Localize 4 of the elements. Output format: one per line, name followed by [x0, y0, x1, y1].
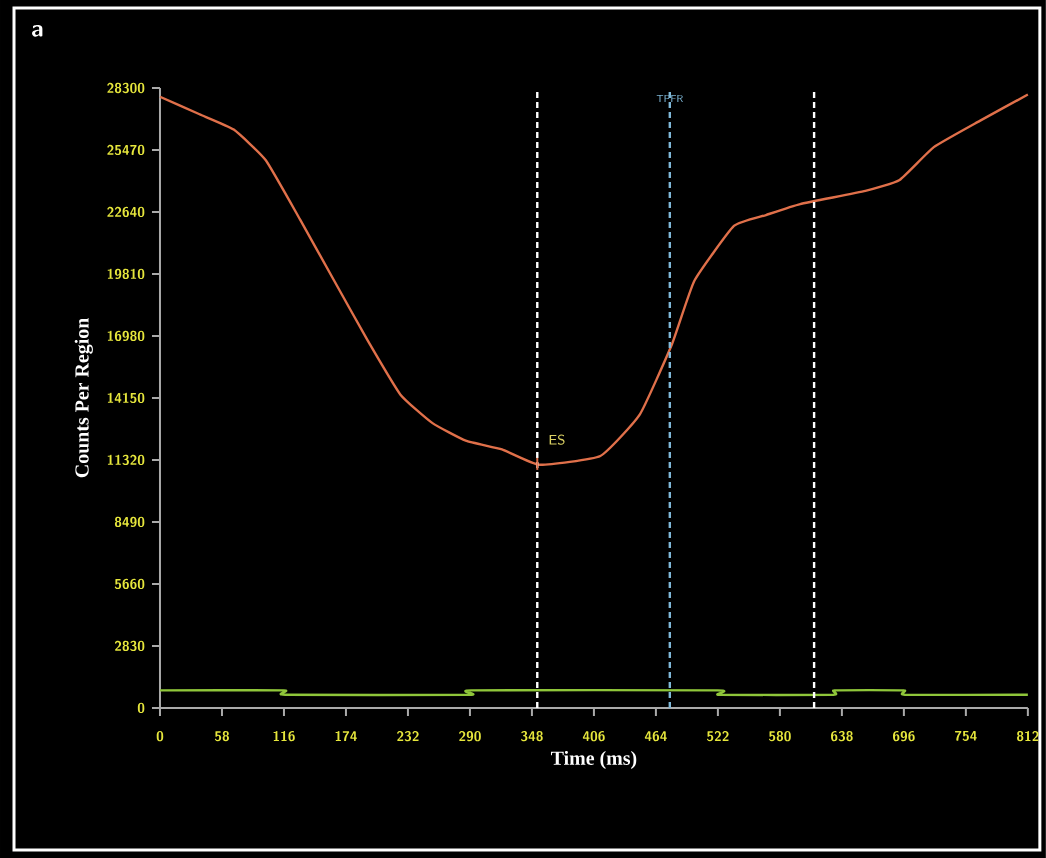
line-series	[158, 93, 1030, 467]
x-axis-title: Time (ms)	[550, 750, 637, 770]
y-axis-title: Counts Per Region	[74, 318, 93, 478]
text: a	[32, 25, 43, 37]
